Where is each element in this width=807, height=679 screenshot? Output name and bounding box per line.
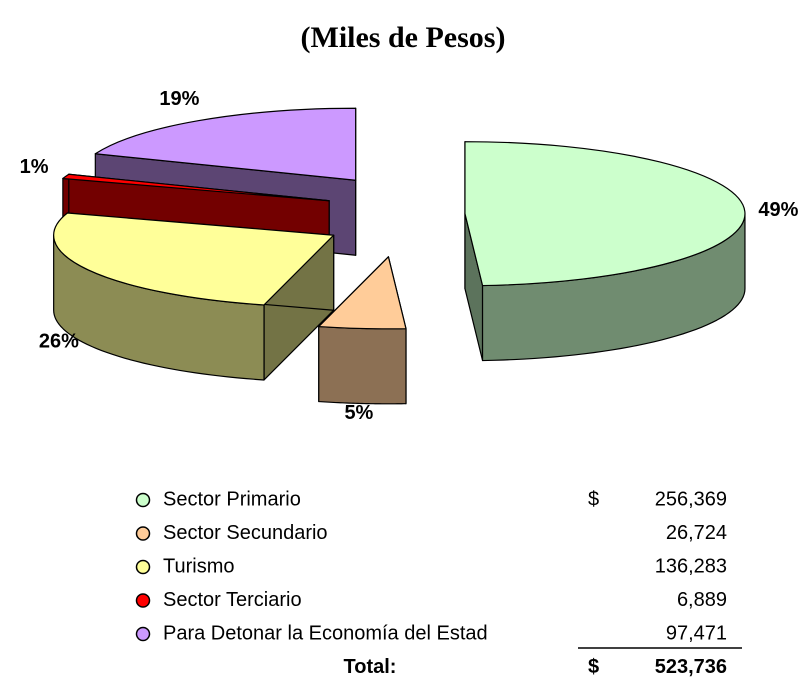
- slice-wall: [318, 325, 407, 405]
- legend-label: Turismo: [163, 555, 234, 577]
- data-label: 5%: [344, 402, 373, 424]
- total-amount: 523,736: [655, 656, 727, 678]
- amount: 256,369: [655, 488, 727, 510]
- chart-title: (Miles de Pesos): [301, 21, 506, 54]
- legend-marker: [135, 492, 151, 508]
- amount: 136,283: [655, 555, 727, 577]
- currency: $: [588, 488, 599, 510]
- slice: [318, 256, 407, 330]
- legend: Sector Primario $256,369 Sector Secundario…: [135, 488, 742, 678]
- total-label: Total:: [344, 656, 397, 678]
- slice: [53, 212, 335, 306]
- legend-marker: [135, 626, 151, 642]
- slice: [464, 141, 746, 287]
- legend-label: Sector Primario: [163, 488, 301, 510]
- legend-marker: [135, 559, 151, 575]
- data-label: 1%: [20, 156, 49, 178]
- legend-label: Sector Secundario: [163, 522, 328, 544]
- pie: 49% 5% 26% 1% 19%: [20, 88, 799, 424]
- data-label: 19%: [159, 88, 199, 110]
- slice: [62, 173, 330, 202]
- legend-marker: [135, 526, 151, 541]
- amount: 6,889: [677, 589, 727, 611]
- amount: 26,724: [666, 522, 727, 544]
- amount: 97,471: [666, 622, 727, 644]
- white-mask: [555, 618, 575, 646]
- legend-label: Para Detonar la Economía del Estad: [163, 622, 488, 644]
- legend-label: Sector Terciario: [163, 589, 302, 611]
- slice: [94, 107, 357, 181]
- total-currency: $: [588, 656, 599, 678]
- data-label: 26%: [39, 330, 79, 352]
- legend-marker: [135, 593, 151, 608]
- data-label: 49%: [758, 199, 798, 221]
